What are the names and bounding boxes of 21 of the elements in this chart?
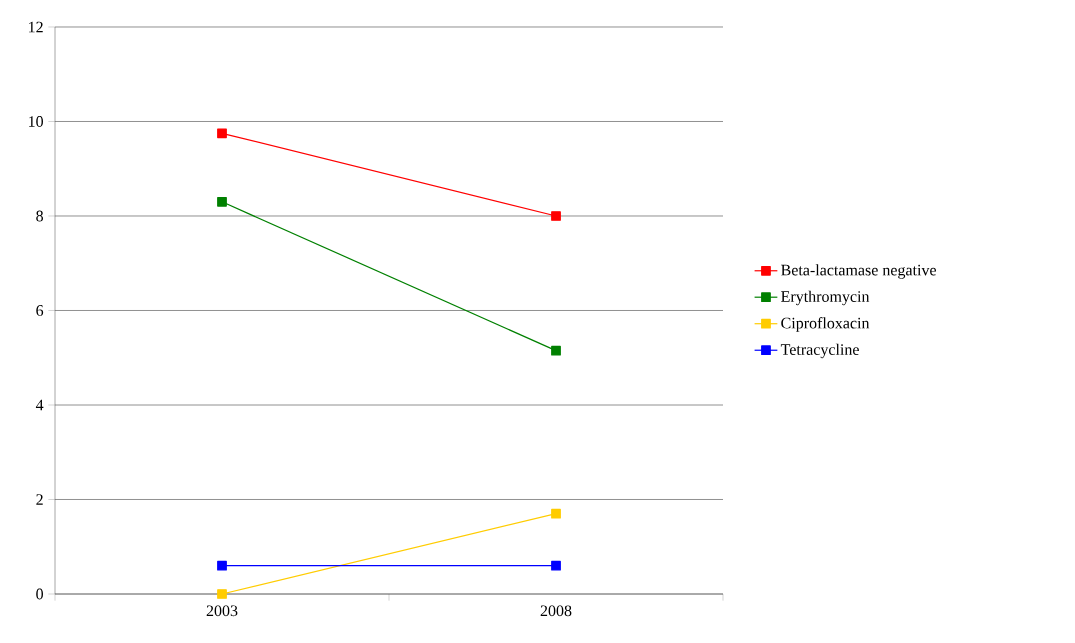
y-tick-label: 4	[35, 399, 44, 411]
point	[551, 560, 561, 571]
y-tick-label: 2	[36, 494, 43, 505]
legend-label: Tetracycline	[780, 343, 859, 359]
point	[217, 128, 227, 139]
point	[217, 196, 227, 207]
y-tick-label: 12	[29, 21, 43, 33]
point	[551, 508, 561, 519]
y-tick-label: 10	[29, 116, 43, 127]
x-tick-label: 2003	[206, 605, 238, 617]
point	[217, 589, 227, 599]
legend-label: Erythromycin	[781, 290, 870, 306]
legend-label: Ciprofloxacin	[781, 317, 870, 332]
y-tick-label: 6	[36, 305, 44, 316]
y-tick-label: 0	[36, 588, 43, 600]
x-tick-label: 2008	[540, 605, 572, 617]
point	[551, 211, 561, 221]
legend-label: Beta-lactamase negative	[781, 264, 937, 279]
y-tick-label: 8	[36, 210, 43, 222]
point	[551, 345, 561, 356]
point	[217, 560, 227, 571]
